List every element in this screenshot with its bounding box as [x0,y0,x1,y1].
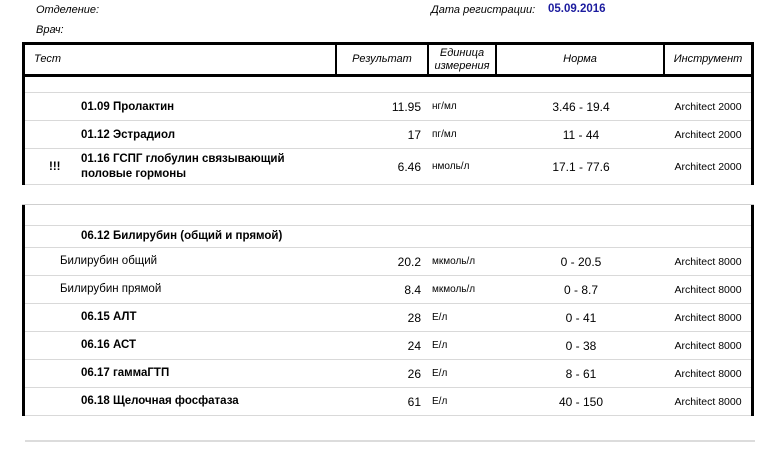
test-cell: 01.09 Пролактин [25,97,337,117]
unit-value [429,234,497,240]
norm-range: 0 - 41 [565,310,597,325]
test-name: 06.17 гаммаГТП [81,367,170,380]
test-cell: 06.16 АСТ [25,335,337,355]
norm-range: 0 - 8.7 [563,282,599,297]
abnormal-flag: !!! [49,160,61,173]
table-row: 06.15 АЛТ 28 Е/л 0 - 41 Architect 8000 [25,304,751,332]
spacer-row [25,205,751,226]
result-value: 28 [407,310,421,325]
table-row: 06.12 Билирубин (общий и прямой) [25,226,751,248]
instrument-name: Architect 2000 [674,160,742,173]
registration-date-value: 05.09.2016 [548,3,606,15]
test-cell: 06.18 Щелочная фосфатаза [25,391,337,411]
test-name: 01.12 Эстрадиол [81,128,176,141]
test-cell: Билирубин общий [25,251,337,271]
unit-value: Е/л [432,312,448,323]
result-value: 17 [407,127,421,142]
results-table-biochemistry: 06.12 Билирубин (общий и прямой) Билируб… [22,204,754,416]
table-row: 06.16 АСТ 24 Е/л 0 - 38 Architect 8000 [25,332,751,360]
instrument-name: Architect 8000 [674,255,742,268]
table-header-row: Тест Результат Единица измерения Норма И… [22,42,754,78]
unit-value: мкмоль/л [432,284,476,295]
table-body: 06.12 Билирубин (общий и прямой) Билируб… [22,205,754,416]
test-name: Билирубин общий [60,255,158,268]
instrument-name: Architect 8000 [674,367,742,380]
test-cell: 06.12 Билирубин (общий и прямой) [25,226,337,246]
doctor-label: Врач: [36,24,64,36]
test-cell: !!! 01.16 ГСПГ глобулин связывающий поло… [25,149,337,184]
result-value [337,234,429,240]
registration-date-label: Дата регистрации: [431,4,536,16]
instrument-name: Architect 8000 [674,395,742,408]
instrument-name: Architect 8000 [674,339,742,352]
instrument-name [665,234,751,240]
column-header-unit: Единица измерения [429,45,497,75]
norm-range: 0 - 20.5 [560,254,602,269]
instrument-name: Architect 8000 [674,311,742,324]
result-value: 24 [407,338,421,353]
result-value: 61 [407,394,421,409]
norm-range: 8 - 61 [565,366,597,381]
table-body: 01.09 Пролактин 11.95 нг/мл 3.46 - 19.4 … [22,77,754,186]
test-cell: 06.17 гаммаГТП [25,363,337,383]
norm-range: 3.46 - 19.4 [552,99,610,114]
instrument-name: Architect 8000 [674,283,742,296]
column-header-test: Тест [25,45,337,75]
table-row: Билирубин общий 20.2 мкмоль/л 0 - 20.5 A… [25,248,751,276]
test-cell: Билирубин прямой [25,279,337,299]
norm-range: 17.1 - 77.6 [552,159,610,174]
result-value: 8.4 [404,282,421,297]
result-value: 26 [407,366,421,381]
unit-value: нг/мл [432,101,457,113]
unit-value: пг/мл [432,129,457,141]
department-label: Отделение: [36,4,100,16]
unit-value: мкмоль/л [432,256,476,267]
table-row: 01.09 Пролактин 11.95 нг/мл 3.46 - 19.4 … [25,93,751,122]
test-cell: 06.15 АЛТ [25,307,337,327]
test-name: 06.12 Билирубин (общий и прямой) [81,230,283,243]
result-value: 6.46 [397,159,421,174]
table-row: 06.17 гаммаГТП 26 Е/л 8 - 61 Architect 8… [25,360,751,388]
bottom-divider [25,440,755,442]
norm-range [497,234,665,240]
result-value: 20.2 [397,254,421,269]
unit-value: Е/л [432,396,448,407]
test-name: 06.16 АСТ [81,339,137,352]
table-row: 06.18 Щелочная фосфатаза 61 Е/л 40 - 150… [25,388,751,416]
test-name: 01.16 ГСПГ глобулин связывающий половые … [81,153,285,180]
norm-range: 0 - 38 [565,338,597,353]
table-row: 01.12 Эстрадиол 17 пг/мл 11 - 44 Archite… [25,121,751,150]
table-row: !!! 01.16 ГСПГ глобулин связывающий поло… [25,149,751,186]
column-header-norm: Норма [497,45,665,75]
instrument-name: Architect 2000 [674,128,742,141]
spacer-row [25,77,751,94]
unit-value: Е/л [432,340,448,351]
test-cell: 01.12 Эстрадиол [25,125,337,145]
test-name: 06.15 АЛТ [81,311,137,324]
norm-range: 11 - 44 [562,127,600,142]
unit-value: Е/л [432,368,448,379]
column-header-result: Результат [337,45,429,75]
test-name: 06.18 Щелочная фосфатаза [81,395,239,408]
unit-value: нмоль/л [432,161,470,173]
instrument-name: Architect 2000 [674,100,742,113]
column-header-instrument: Инструмент [673,53,743,66]
test-name: 01.09 Пролактин [81,100,175,113]
results-table-hormones: Тест Результат Единица измерения Норма И… [22,42,754,186]
table-row: Билирубин прямой 8.4 мкмоль/л 0 - 8.7 Ar… [25,276,751,304]
test-name: Билирубин прямой [60,283,162,296]
result-value: 11.95 [391,99,421,114]
norm-range: 40 - 150 [558,394,604,409]
